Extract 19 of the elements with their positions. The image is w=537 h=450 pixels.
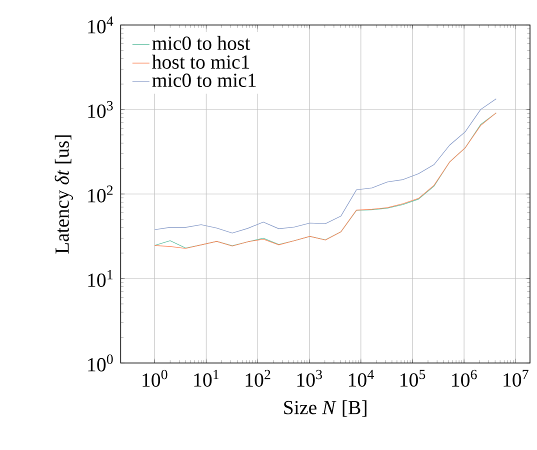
x-axis-title: Size N [B] <box>284 400 366 417</box>
x-tick-label: 10$^{7}$ <box>504 370 528 387</box>
y-tick-label: 10$^{2}$ <box>88 186 113 202</box>
legend-label: host to mic1 <box>152 54 250 69</box>
y-tick-label: 10$^{0}$ <box>88 354 113 372</box>
y-tick-label: 10$^{4}$ <box>88 16 114 34</box>
x-tick-label: 10$^{2}$ <box>246 370 270 387</box>
x-tick-label: 10$^{4}$ <box>348 370 374 387</box>
y-axis-title: Latency δt [us] <box>54 135 73 254</box>
y-tick-label: 10$^{1}$ <box>88 270 113 287</box>
x-tick-label: 10$^{6}$ <box>452 370 477 387</box>
x-tick-label: 10$^{5}$ <box>400 370 426 387</box>
x-tick-label: 10$^{0}$ <box>142 370 168 387</box>
legend-label: mic0 to host <box>152 36 250 50</box>
x-tick-label: 10$^{1}$ <box>194 370 219 387</box>
x-tick-label: 10$^{3}$ <box>297 370 322 387</box>
line-series <box>154 98 497 234</box>
y-tick-label: 10$^{3}$ <box>88 101 113 118</box>
legend-label: mic0 to mic1 <box>152 74 256 87</box>
